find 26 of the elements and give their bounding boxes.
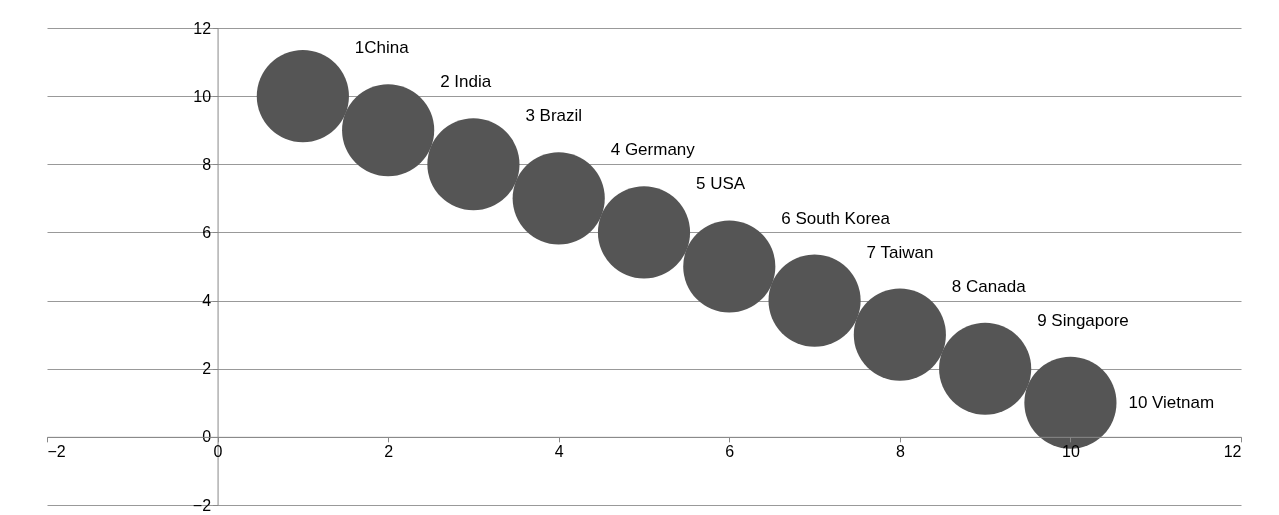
series-label: 9 Singapore (1037, 310, 1129, 330)
x-tick-label: −2 (47, 443, 66, 461)
y-tick-label: 4 (202, 292, 212, 310)
y-tick-label: 2 (202, 360, 212, 378)
series-label: 5 USA (696, 174, 746, 194)
x-tick-label: 8 (895, 443, 905, 461)
x-tick-label: 2 (384, 443, 394, 461)
y-tick-label: 10 (193, 87, 212, 105)
series-label: 4 Germany (610, 140, 696, 160)
x-tick-label: 0 (213, 443, 223, 461)
y-tick-label: 8 (202, 155, 212, 173)
y-tick-label: 12 (193, 19, 212, 37)
series-label: 7 Taiwan (866, 242, 934, 262)
series-label: 2 India (440, 72, 492, 92)
x-tick-label: 10 (1062, 443, 1080, 461)
series-label: 10 Vietnam (1128, 392, 1215, 412)
series-label: 3 Brazil (525, 106, 583, 126)
series-label: 1China (354, 38, 410, 58)
x-tick-label: 12 (1223, 443, 1242, 461)
x-tick-label: 6 (725, 443, 735, 461)
y-tick-label: 6 (202, 223, 212, 241)
series-label: 8 Canada (951, 276, 1027, 296)
y-tick-label: −2 (192, 496, 212, 514)
x-tick-label: 4 (554, 443, 564, 461)
y-tick-label: 0 (202, 428, 212, 446)
series-label: 6 South Korea (781, 208, 891, 228)
